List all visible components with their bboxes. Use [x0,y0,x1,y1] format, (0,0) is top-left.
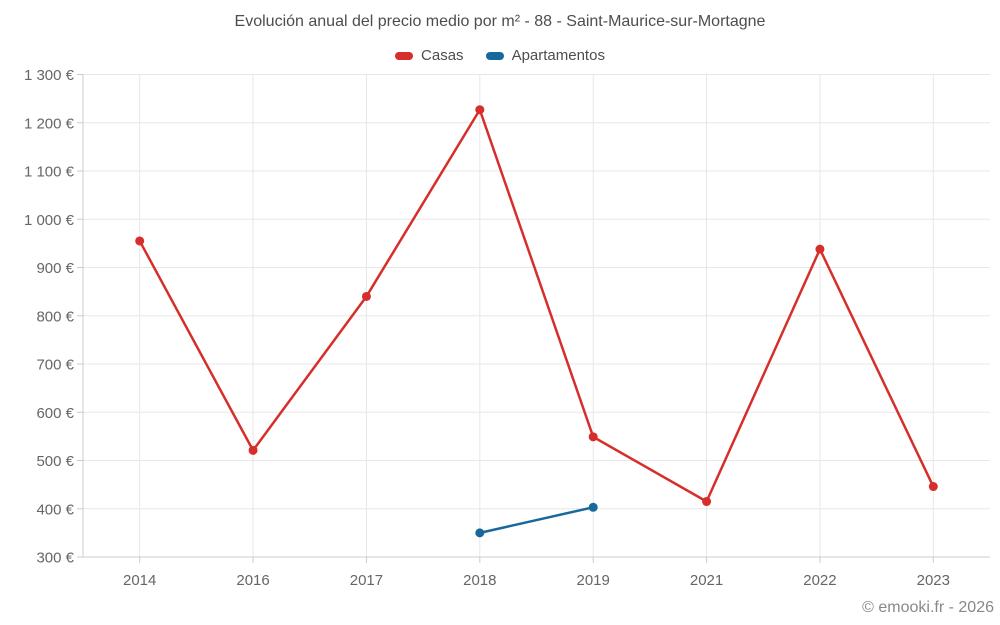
legend-label-casas: Casas [421,47,464,64]
x-axis-label: 2023 [917,572,950,589]
y-axis-label: 400 € [36,501,74,518]
data-point-casas-2014[interactable] [135,236,145,246]
series-line-apartamentos [479,506,594,535]
legend-label-apartamentos: Apartamentos [511,47,605,64]
attribution: © emooki.fr - 2026 [862,599,994,616]
data-point-casas-2017[interactable] [361,291,371,301]
y-axis-label: 700 € [36,357,74,374]
y-axis-label: 1 200 € [24,115,75,132]
data-point-casas-2021[interactable] [702,497,712,507]
legend-item-casas[interactable]: Casas [395,47,464,64]
series-line-casas [138,108,935,503]
x-axis-label: 2016 [236,572,269,589]
data-point-casas-2018[interactable] [475,105,485,115]
x-axis-label: 2017 [350,572,383,589]
data-point-casas-2022[interactable] [815,244,825,254]
y-axis-label: 1 300 € [24,67,75,84]
x-axis-label: 2018 [463,572,496,589]
data-point-casas-2019[interactable] [588,432,598,442]
chart-legend: Casas Apartamentos [0,47,1000,64]
data-point-casas-2016[interactable] [248,445,258,455]
data-point-apartamentos-2018[interactable] [475,528,485,538]
legend-item-apartamentos[interactable]: Apartamentos [485,47,605,64]
x-axis-label: 2022 [803,572,836,589]
x-axis-label: 2014 [123,572,156,589]
y-axis-label: 1 000 € [24,212,75,229]
y-axis-label: 300 € [36,550,74,567]
y-axis-label: 900 € [36,260,74,277]
x-axis-label: 2019 [577,572,610,589]
y-axis-label: 800 € [36,308,74,325]
y-axis-label: 500 € [36,453,74,470]
y-axis-label: 1 100 € [24,164,75,181]
chart-title: Evolución anual del precio medio por m² … [234,13,766,30]
x-axis-label: 2021 [690,572,723,589]
legend-swatch-casas-icon [395,51,414,60]
data-point-casas-2023[interactable] [928,482,938,492]
data-point-apartamentos-2019[interactable] [588,502,598,512]
y-axis-label: 600 € [36,405,74,422]
legend-swatch-apartamentos-icon [485,51,504,60]
